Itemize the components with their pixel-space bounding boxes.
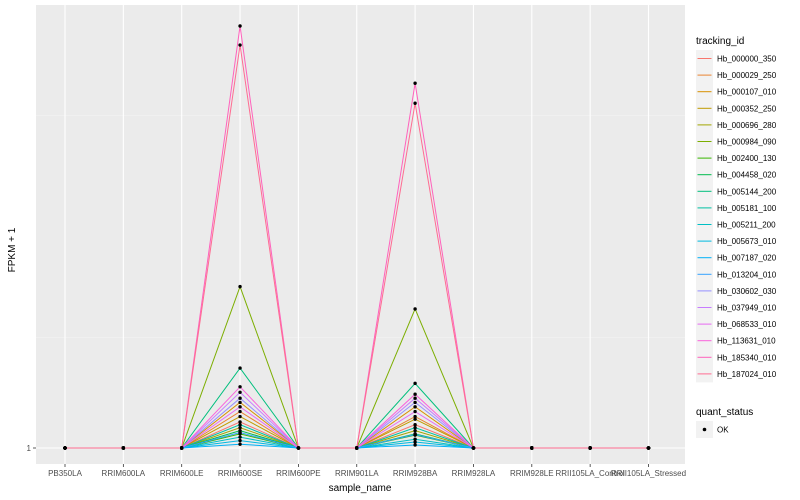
- data-point-Hb_000696_280-RRIM928BA: [413, 428, 417, 433]
- data-point-Hb_000352_250-RRIM600SE: [238, 414, 242, 419]
- x-tick-label-5: RRIM901LA: [335, 469, 379, 478]
- y-axis: 1: [27, 444, 36, 453]
- data-point-Hb_187024_010-RRIM928LE: [530, 446, 534, 450]
- data-point-Hb_005181_100-RRIM928BA: [413, 425, 417, 430]
- data-point-Hb_005144_200-RRIM928BA: [413, 381, 417, 386]
- data-point-Hb_005673_010-RRIM600SE: [238, 438, 242, 443]
- data-point-Hb_187024_010-RRIM928BA: [413, 101, 417, 105]
- data-point-Hb_000107_010-RRIM928BA: [413, 405, 417, 409]
- data-point-Hb_013204_010-RRIM600SE: [238, 430, 242, 435]
- data-point-Hb_187024_010-RRIM600PE: [296, 446, 301, 450]
- data-point-Hb_187024_010-RRII105LA_Stressed: [646, 446, 651, 450]
- data-point-Hb_068533_010-RRIM928BA: [413, 409, 417, 414]
- data-point-Hb_000696_280-RRIM600SE: [238, 425, 242, 430]
- legend-label-Hb_007187_020: Hb_007187_020: [717, 254, 777, 263]
- data-point-Hb_187024_010-RRIM600SE: [238, 43, 242, 47]
- shape-legend-label-OK: OK: [717, 426, 729, 435]
- legend-label-Hb_030602_030: Hb_030602_030: [717, 287, 777, 296]
- data-point-Hb_005211_200-RRIM928BA: [413, 437, 417, 441]
- x-axis-title: sample_name: [329, 483, 392, 494]
- data-point-Hb_037949_010-RRIM928BA: [413, 396, 417, 400]
- legend-label-Hb_113631_010: Hb_113631_010: [717, 337, 776, 346]
- data-point-Hb_000984_090-RRIM928BA: [413, 307, 417, 311]
- data-point-Hb_000029_250-RRIM600SE: [238, 409, 242, 414]
- legend-title: tracking_id: [696, 36, 744, 47]
- legend-label-Hb_005211_200: Hb_005211_200: [717, 221, 776, 230]
- x-tick-label-7: RRIM928LA: [452, 469, 496, 478]
- legend-label-Hb_002400_130: Hb_002400_130: [717, 154, 777, 163]
- data-point-Hb_007187_020-RRIM600SE: [238, 442, 242, 446]
- data-point-Hb_187024_010-RRII105LA_Control: [588, 446, 592, 450]
- data-point-Hb_005211_200-RRIM600SE: [238, 435, 242, 439]
- x-tick-label-0: PB350LA: [48, 469, 82, 478]
- points-layer: [63, 24, 651, 450]
- x-tick-label-8: RRIM928LE: [510, 469, 554, 478]
- legend-label-Hb_000984_090: Hb_000984_090: [717, 138, 777, 147]
- plot-panel: [36, 5, 685, 464]
- legend-label-Hb_005181_100: Hb_005181_100: [717, 204, 777, 213]
- data-point-Hb_000029_250-RRIM928BA: [413, 414, 417, 419]
- x-tick-label-3: RRIM600SE: [218, 469, 262, 478]
- data-point-Hb_007187_020-RRIM928BA: [413, 443, 417, 447]
- data-point-Hb_005144_200-RRIM600SE: [238, 366, 242, 370]
- legend-label-Hb_068533_010: Hb_068533_010: [717, 320, 777, 329]
- data-point-Hb_000107_010-RRIM600SE: [238, 400, 242, 405]
- shape-legend-title: quant_status: [696, 407, 753, 418]
- shape-legend-point-OK: [702, 427, 707, 432]
- data-point-Hb_113631_010-RRIM928BA: [413, 392, 417, 396]
- legend-label-Hb_005144_200: Hb_005144_200: [717, 187, 777, 196]
- data-point-Hb_037949_010-RRIM600SE: [238, 390, 242, 394]
- data-point-Hb_030602_030-RRIM928BA: [413, 400, 417, 405]
- x-tick-label-10: RRII105LA_Stressed: [611, 469, 686, 478]
- data-point-Hb_013204_010-RRIM928BA: [413, 432, 417, 437]
- data-point-Hb_187024_010-PB350LA: [63, 446, 67, 450]
- x-tick-label-1: RRIM600LA: [102, 469, 146, 478]
- legend-label-Hb_005673_010: Hb_005673_010: [717, 237, 777, 246]
- x-tick-label-6: RRIM928BA: [393, 469, 438, 478]
- data-point-Hb_187024_010-RRIM600LE: [180, 446, 184, 450]
- data-point-Hb_000000_350-RRIM600SE: [238, 420, 242, 424]
- legend-label-Hb_185340_010: Hb_185340_010: [717, 353, 777, 362]
- data-point-Hb_000000_350-RRIM928BA: [413, 423, 417, 427]
- data-point-Hb_185340_010-RRIM600SE: [238, 24, 242, 28]
- x-tick-label-4: RRIM600PE: [276, 469, 320, 478]
- legend-entries: Hb_000000_350 Hb_000029_250 Hb_000107_010 H…: [696, 50, 777, 383]
- data-point-Hb_187024_010-RRIM600LA: [121, 446, 126, 450]
- data-point-Hb_005673_010-RRIM928BA: [413, 440, 417, 444]
- x-tick-label-2: RRIM600LE: [160, 469, 204, 478]
- data-point-Hb_000984_090-RRIM600SE: [238, 284, 242, 289]
- data-point-Hb_005181_100-RRIM600SE: [238, 423, 242, 427]
- legend-label-Hb_000696_280: Hb_000696_280: [717, 121, 777, 130]
- legend-label-Hb_000000_350: Hb_000000_350: [717, 55, 777, 64]
- legend-label-Hb_004458_020: Hb_004458_020: [717, 171, 777, 180]
- y-axis-title: FPKM + 1: [7, 227, 18, 272]
- legend-label-Hb_037949_010: Hb_037949_010: [717, 304, 777, 313]
- data-point-Hb_030602_030-RRIM600SE: [238, 396, 242, 400]
- data-point-Hb_187024_010-RRIM901LA: [355, 446, 359, 450]
- shape-legend-entries: OK: [696, 421, 729, 438]
- data-point-Hb_113631_010-RRIM600SE: [238, 385, 242, 389]
- legend-label-Hb_013204_010: Hb_013204_010: [717, 270, 777, 279]
- legend-label-Hb_000107_010: Hb_000107_010: [717, 88, 777, 97]
- data-point-Hb_187024_010-RRIM928LA: [471, 446, 476, 450]
- x-axis: PB350LA RRIM600LA RRIM600LE RRIM600SE RRIM60…: [48, 464, 686, 478]
- legend: tracking_id Hb_000000_350Hb_000029_250Hb…: [696, 36, 777, 438]
- legend-label-Hb_000352_250: Hb_000352_250: [717, 104, 777, 113]
- data-point-Hb_068533_010-RRIM600SE: [238, 405, 242, 409]
- x-tick-label-9: RRII105LA_Control: [555, 469, 625, 478]
- data-point-Hb_000352_250-RRIM928BA: [413, 417, 417, 421]
- data-point-Hb_185340_010-RRIM928BA: [413, 81, 417, 85]
- y-tick-label-0: 1: [27, 444, 32, 453]
- legend-label-Hb_000029_250: Hb_000029_250: [717, 71, 777, 80]
- legend-label-Hb_187024_010: Hb_187024_010: [717, 370, 777, 379]
